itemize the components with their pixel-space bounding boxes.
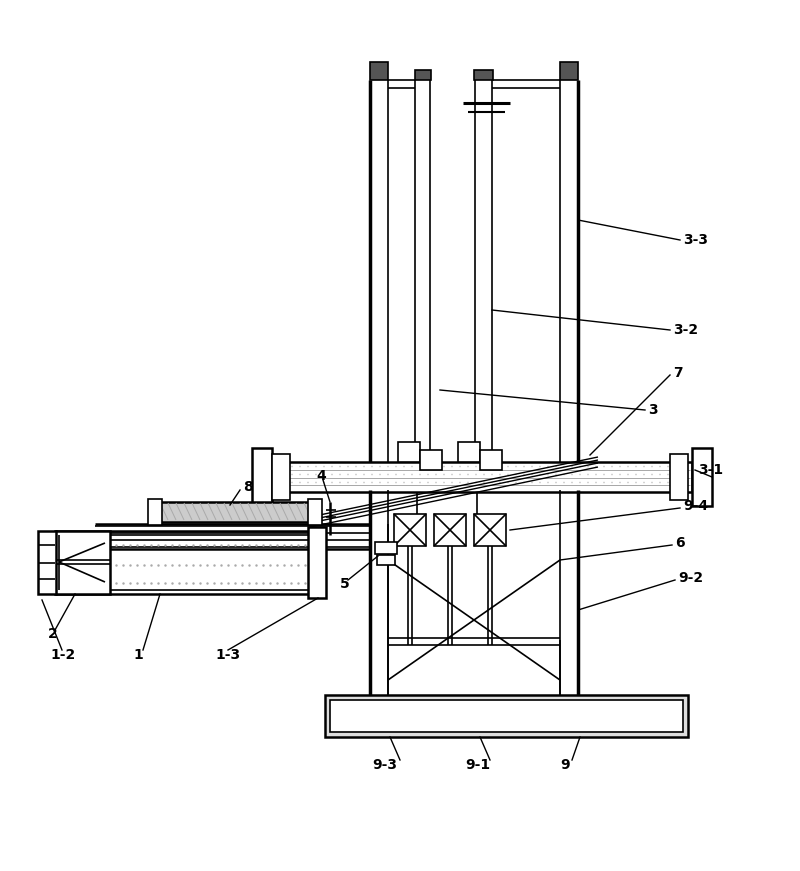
- Text: 3-3: 3-3: [683, 233, 708, 247]
- Text: 8: 8: [243, 480, 253, 494]
- Text: 7: 7: [673, 366, 682, 380]
- Bar: [398, 442, 420, 462]
- Bar: [308, 527, 326, 598]
- Bar: [325, 695, 688, 737]
- Text: 9: 9: [560, 758, 570, 772]
- Bar: [38, 531, 56, 594]
- Bar: [270, 462, 692, 492]
- Bar: [377, 555, 395, 565]
- Text: 9-1: 9-1: [466, 758, 490, 772]
- Bar: [480, 450, 502, 470]
- Text: 5: 5: [340, 577, 350, 591]
- Text: 1: 1: [133, 648, 142, 662]
- Bar: [474, 514, 506, 546]
- Bar: [415, 70, 431, 80]
- Bar: [474, 70, 493, 80]
- Text: 9-3: 9-3: [373, 758, 398, 772]
- Text: 3-1: 3-1: [698, 463, 723, 477]
- Text: 6: 6: [675, 536, 685, 550]
- Text: 3-2: 3-2: [673, 323, 698, 337]
- Bar: [370, 62, 388, 80]
- Bar: [394, 514, 426, 546]
- Bar: [330, 700, 683, 732]
- Bar: [272, 454, 290, 500]
- Text: 1-2: 1-2: [50, 648, 75, 662]
- Bar: [308, 499, 322, 525]
- Text: 3: 3: [648, 403, 658, 417]
- Text: 9-2: 9-2: [678, 571, 703, 585]
- Text: 4: 4: [316, 469, 326, 483]
- Bar: [155, 502, 313, 522]
- Text: 2: 2: [48, 627, 58, 641]
- Bar: [670, 454, 688, 500]
- Bar: [434, 514, 466, 546]
- Text: 1-3: 1-3: [215, 648, 240, 662]
- Bar: [458, 442, 480, 462]
- Bar: [252, 448, 272, 506]
- Bar: [692, 448, 712, 506]
- Bar: [375, 542, 397, 554]
- Bar: [420, 450, 442, 470]
- Bar: [55, 531, 110, 594]
- Text: 9-4: 9-4: [683, 499, 708, 513]
- Bar: [560, 62, 578, 80]
- Bar: [148, 499, 162, 525]
